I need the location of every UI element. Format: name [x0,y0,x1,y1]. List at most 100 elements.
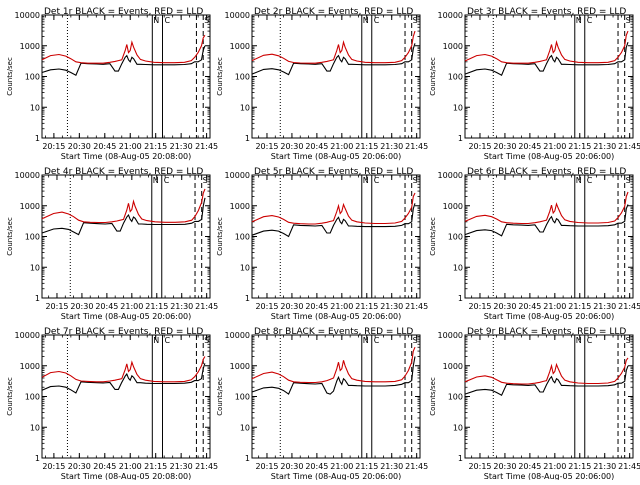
x-tick-label: 21:45 [195,462,218,471]
y-tick-label: 1 [35,134,40,143]
x-axis-label: Start Time (08-Aug-05 20:06:00) [271,472,402,480]
y-tick-label: 10 [30,423,40,432]
x-tick-label: 21:15 [355,462,378,471]
x-tick-label: 21:00 [543,302,566,311]
plot-frame [41,174,211,299]
y-tick-label: 10000 [225,331,250,340]
flag-label: S [413,336,418,345]
chart-title: Det 7r BLACK = Events, RED = LLD [44,327,203,337]
chart-title: Det 9r BLACK = Events, RED = LLD [467,327,626,337]
y-tick-label: 10000 [15,171,40,180]
series-lld-line [41,356,206,383]
detector-panel: Det 2r BLACK = Events, RED = LLD 1 10 100 10… [216,7,428,161]
y-tick-label: 10 [240,103,250,112]
y-tick-label: 1000 [20,202,40,211]
x-tick-label: 20:15 [468,302,491,311]
x-tick-label: 21:45 [618,142,640,151]
flag-label: N [153,16,159,25]
y-tick-label: 10000 [438,11,463,20]
y-tick-label: 10 [30,263,40,272]
y-tick-label: 10000 [15,331,40,340]
series-lld-line [41,188,206,224]
x-tick-label: 20:15 [42,462,65,471]
x-axis-label: Start Time (08-Aug-05 20:06:00) [271,152,402,161]
x-tick-label: 20:45 [93,462,116,471]
y-tick-label: 10 [30,103,40,112]
x-tick-label: 20:15 [468,142,491,151]
series-events-line [464,365,629,396]
flag-label: N [576,176,582,185]
flag-label: N [363,336,369,345]
flag-label: C [164,176,170,185]
y-tick-label: 100 [235,233,250,242]
flag-label: S [204,16,209,25]
flag-label: C [374,16,380,25]
plot-frame [251,174,421,299]
y-axis-label: Counts/sec [429,377,437,416]
y-tick-label: 10000 [438,331,463,340]
x-tick-label: 21:45 [618,302,640,311]
flag-label: N [576,16,582,25]
series-events-line [251,203,416,238]
x-axis-label: Start Time (08-Aug-05 20:08:00) [61,152,192,161]
y-tick-label: 100 [235,393,250,402]
flag-label: S [626,16,631,25]
y-tick-label: 1000 [443,202,463,211]
x-tick-label: 20:30 [493,142,516,151]
x-tick-label: 21:30 [170,462,193,471]
x-axis-label: Start Time (08-Aug-05 20:06:00) [484,472,615,480]
y-axis-label: Counts/sec [429,57,437,96]
y-tick-label: 1000 [230,42,250,51]
series-events-line [251,356,416,395]
y-tick-label: 10000 [225,11,250,20]
detector-panel: Det 6r BLACK = Events, RED = LLD 1 10 100 10… [429,167,640,321]
y-tick-label: 100 [448,393,463,402]
x-tick-label: 21:30 [170,302,193,311]
y-tick-label: 10 [240,263,250,272]
series-events-line [464,204,629,237]
x-tick-label: 21:00 [120,302,143,311]
x-tick-label: 20:45 [518,462,541,471]
x-tick-label: 21:00 [330,462,353,471]
y-tick-label: 10 [453,263,463,272]
x-tick-label: 20:30 [68,142,91,151]
x-tick-label: 20:15 [468,462,491,471]
x-tick-label: 20:45 [518,302,541,311]
chart-title: Det 5r BLACK = Events, RED = LLD [254,167,413,177]
series-lld-line [464,191,629,225]
flag-label: C [587,336,593,345]
x-tick-label: 20:30 [70,302,93,311]
x-tick-label: 21:45 [195,302,218,311]
x-axis-label: Start Time (08-Aug-05 20:06:00) [61,312,192,321]
x-tick-label: 21:45 [405,462,428,471]
chart-title: Det 2r BLACK = Events, RED = LLD [254,7,413,17]
x-tick-label: 21:15 [144,462,167,471]
series-events-line [41,363,206,394]
x-tick-label: 21:00 [543,462,566,471]
y-tick-label: 1 [35,294,40,303]
x-tick-label: 20:45 [95,302,118,311]
series-lld-line [464,357,629,385]
y-tick-label: 100 [448,73,463,82]
x-tick-label: 20:45 [518,142,541,151]
detector-panel: Det 8r BLACK = Events, RED = LLD 1 10 100 10… [216,327,428,481]
y-tick-label: 10000 [15,11,40,20]
x-tick-label: 20:45 [305,302,328,311]
y-tick-label: 1000 [443,42,463,51]
x-tick-label: 20:15 [255,302,278,311]
y-axis-label: Counts/sec [6,217,14,256]
y-tick-label: 100 [25,393,40,402]
y-tick-label: 1 [245,294,250,303]
series-lld-line [251,192,416,225]
chart-title: Det 6r BLACK = Events, RED = LLD [467,167,626,177]
x-tick-label: 21:45 [195,142,218,151]
x-tick-label: 21:00 [330,302,353,311]
x-tick-label: 20:45 [305,462,328,471]
y-tick-label: 1 [458,134,463,143]
x-tick-label: 20:30 [280,302,303,311]
chart-title: Det 4r BLACK = Events, RED = LLD [44,167,203,177]
y-tick-label: 100 [25,73,40,82]
y-tick-label: 10 [453,103,463,112]
detector-panel: Det 5r BLACK = Events, RED = LLD 1 10 100 10… [216,167,428,321]
